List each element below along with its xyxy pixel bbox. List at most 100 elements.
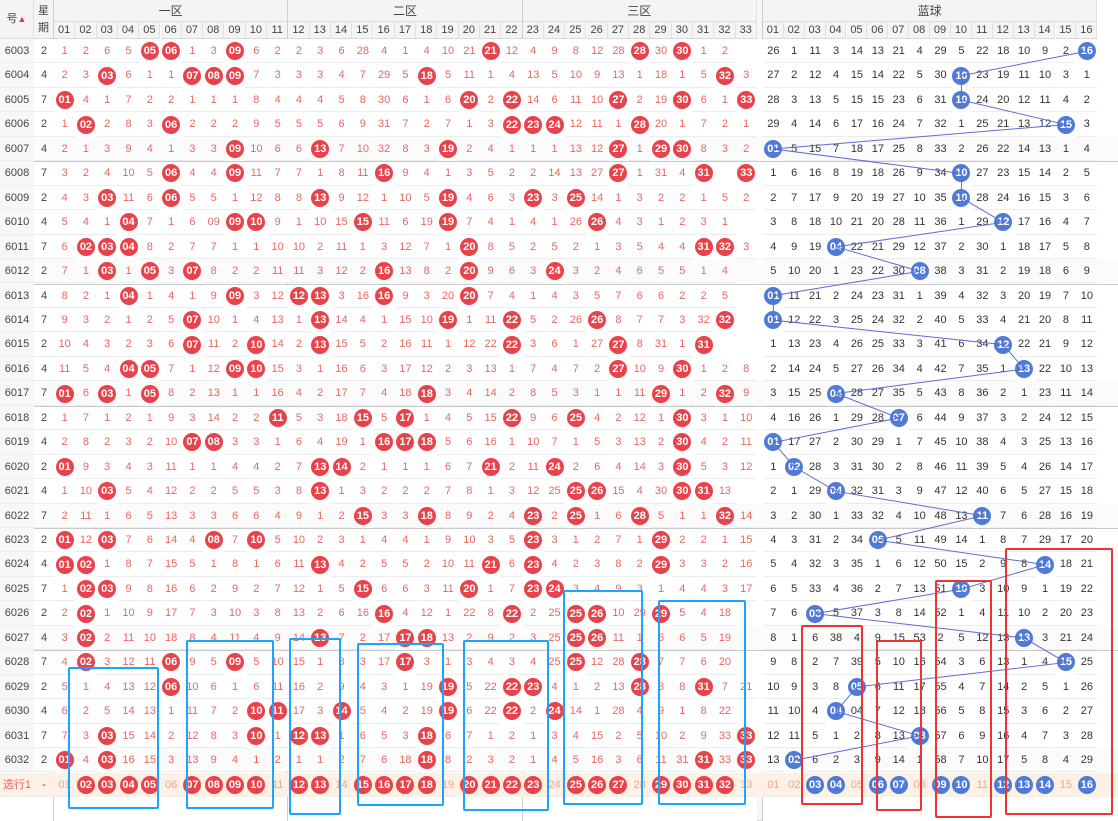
issue-number[interactable]: 6028 — [0, 650, 34, 675]
issue-number[interactable]: 6016 — [0, 356, 34, 382]
issue-number[interactable]: 6009 — [0, 185, 34, 211]
selected-red-ball-16[interactable]: 16 — [375, 775, 394, 794]
issue-number[interactable]: 6029 — [0, 674, 34, 700]
issue-number[interactable]: 6024 — [0, 552, 34, 577]
selected-red-ball-08[interactable]: 08 — [204, 775, 223, 794]
issue-number[interactable]: 6005 — [0, 87, 34, 113]
issue-number[interactable]: 6010 — [0, 210, 34, 235]
red-miss-count: 1 — [160, 137, 182, 162]
selected-red-ball-30[interactable]: 30 — [673, 775, 692, 794]
selected-blue-ball-07[interactable]: 07 — [889, 775, 908, 794]
issue-number[interactable]: 6023 — [0, 528, 34, 553]
selection-row-label[interactable]: 选行1 — [0, 773, 34, 797]
blue-miss-count: 20 — [804, 259, 826, 284]
selected-blue-ball-10[interactable]: 10 — [952, 775, 971, 794]
red-miss-count: 14 — [160, 528, 182, 553]
red-miss-count: 5 — [543, 235, 566, 260]
selected-blue-ball-04[interactable]: 04 — [827, 775, 846, 794]
issue-number[interactable]: 6022 — [0, 503, 34, 528]
issue-number[interactable]: 6013 — [0, 283, 34, 308]
blue-miss-count: 18 — [992, 39, 1014, 64]
selected-red-ball-27[interactable]: 27 — [609, 775, 628, 794]
selected-red-ball-10[interactable]: 10 — [247, 775, 266, 794]
issue-number[interactable]: 6008 — [0, 161, 34, 186]
issue-number[interactable]: 6011 — [0, 234, 34, 260]
issue-number[interactable]: 6020 — [0, 454, 34, 480]
selected-red-ball-22[interactable]: 22 — [502, 775, 521, 794]
selected-red-ball-12[interactable]: 12 — [289, 775, 308, 794]
red-miss-count: 1 — [181, 88, 204, 113]
issue-number[interactable]: 6003 — [0, 39, 34, 64]
selected-red-ball-02[interactable]: 02 — [76, 775, 95, 794]
red-miss-count: 1 — [309, 504, 331, 528]
selected-red-ball-03[interactable]: 03 — [98, 775, 117, 794]
issue-number[interactable]: 6015 — [0, 332, 34, 357]
selected-red-ball-31[interactable]: 31 — [694, 775, 713, 794]
unselected-blue-08[interactable]: 08 — [909, 773, 931, 797]
issue-number[interactable]: 6004 — [0, 63, 34, 88]
issue-number[interactable]: 6026 — [0, 601, 34, 626]
red-ball-20: 20 — [460, 286, 479, 305]
unselected-blue-15[interactable]: 15 — [1055, 773, 1077, 797]
unselected-blue-02[interactable]: 02 — [783, 773, 805, 797]
unselected-red-06[interactable]: 06 — [160, 773, 182, 797]
issue-number[interactable]: 6006 — [0, 112, 34, 137]
blue-miss-count: 9 — [1076, 259, 1098, 284]
blue-miss-count: 6 — [1076, 186, 1098, 211]
issue-number[interactable]: 6031 — [0, 723, 34, 749]
selected-blue-ball-03[interactable]: 03 — [806, 775, 825, 794]
issue-number[interactable]: 6025 — [0, 576, 34, 602]
blue-miss-count: 2 — [1076, 88, 1098, 113]
selected-red-ball-04[interactable]: 04 — [119, 775, 138, 794]
unselected-red-24[interactable]: 24 — [543, 773, 566, 797]
issue-number[interactable]: 6017 — [0, 381, 34, 406]
selected-blue-ball-16[interactable]: 16 — [1077, 775, 1096, 794]
unselected-red-01[interactable]: 01 — [54, 773, 76, 797]
red-miss-count: 1 — [629, 161, 651, 186]
selected-blue-ball-13[interactable]: 13 — [1015, 775, 1034, 794]
selected-red-ball-18[interactable]: 18 — [417, 775, 436, 794]
selected-red-ball-23[interactable]: 23 — [524, 775, 543, 794]
issue-number[interactable]: 6021 — [0, 479, 34, 504]
sort-icon[interactable]: ▲ — [17, 14, 27, 24]
selected-red-ball-13[interactable]: 13 — [311, 775, 330, 794]
red-miss-count: 8 — [181, 626, 204, 651]
issue-number[interactable]: 6018 — [0, 405, 34, 431]
red-ball-27: 27 — [609, 360, 628, 379]
issue-number[interactable]: 6032 — [0, 748, 34, 773]
blue-miss-count: 27 — [867, 381, 889, 406]
issue-number[interactable]: 6012 — [0, 259, 34, 284]
blue-miss-count: 5 — [951, 308, 972, 333]
unselected-red-19[interactable]: 19 — [437, 773, 459, 797]
red-miss-count: 5 — [267, 528, 289, 553]
red-miss-count: 30 — [650, 39, 672, 64]
red-miss-count: 6 — [458, 430, 480, 455]
blue-ball-03: 03 — [806, 604, 825, 623]
selected-red-ball-21[interactable]: 21 — [481, 775, 500, 794]
unselected-red-14[interactable]: 14 — [330, 773, 353, 797]
selected-red-ball-29[interactable]: 29 — [652, 775, 671, 794]
issue-number[interactable]: 6027 — [0, 625, 34, 651]
issue-column-header[interactable]: 号▲ — [0, 0, 34, 39]
issue-number[interactable]: 6007 — [0, 136, 34, 162]
unselected-red-33[interactable]: 33 — [735, 773, 757, 797]
red-miss-count: 1 — [245, 552, 267, 577]
selected-red-ball-32[interactable]: 32 — [715, 775, 734, 794]
red-miss-count: 09 — [203, 210, 225, 235]
issue-number[interactable]: 6030 — [0, 699, 34, 724]
selected-red-ball-05[interactable]: 05 — [140, 775, 159, 794]
selected-blue-ball-14[interactable]: 14 — [1036, 775, 1055, 794]
unselected-red-11[interactable]: 11 — [267, 773, 289, 797]
unselected-blue-11[interactable]: 11 — [971, 773, 993, 797]
selected-red-ball-25[interactable]: 25 — [566, 775, 585, 794]
weekday-value: 7 — [34, 161, 54, 186]
selected-red-ball-17[interactable]: 17 — [396, 775, 415, 794]
red-col-header-13: 13 — [309, 22, 331, 39]
selected-red-ball-26[interactable]: 26 — [588, 775, 607, 794]
unselected-blue-01[interactable]: 01 — [762, 773, 784, 797]
issue-number[interactable]: 6014 — [0, 307, 34, 333]
selected-red-ball-09[interactable]: 09 — [226, 775, 245, 794]
unselected-blue-05[interactable]: 05 — [846, 773, 868, 797]
red-miss-count: 5 — [693, 626, 715, 651]
issue-number[interactable]: 6019 — [0, 430, 34, 455]
